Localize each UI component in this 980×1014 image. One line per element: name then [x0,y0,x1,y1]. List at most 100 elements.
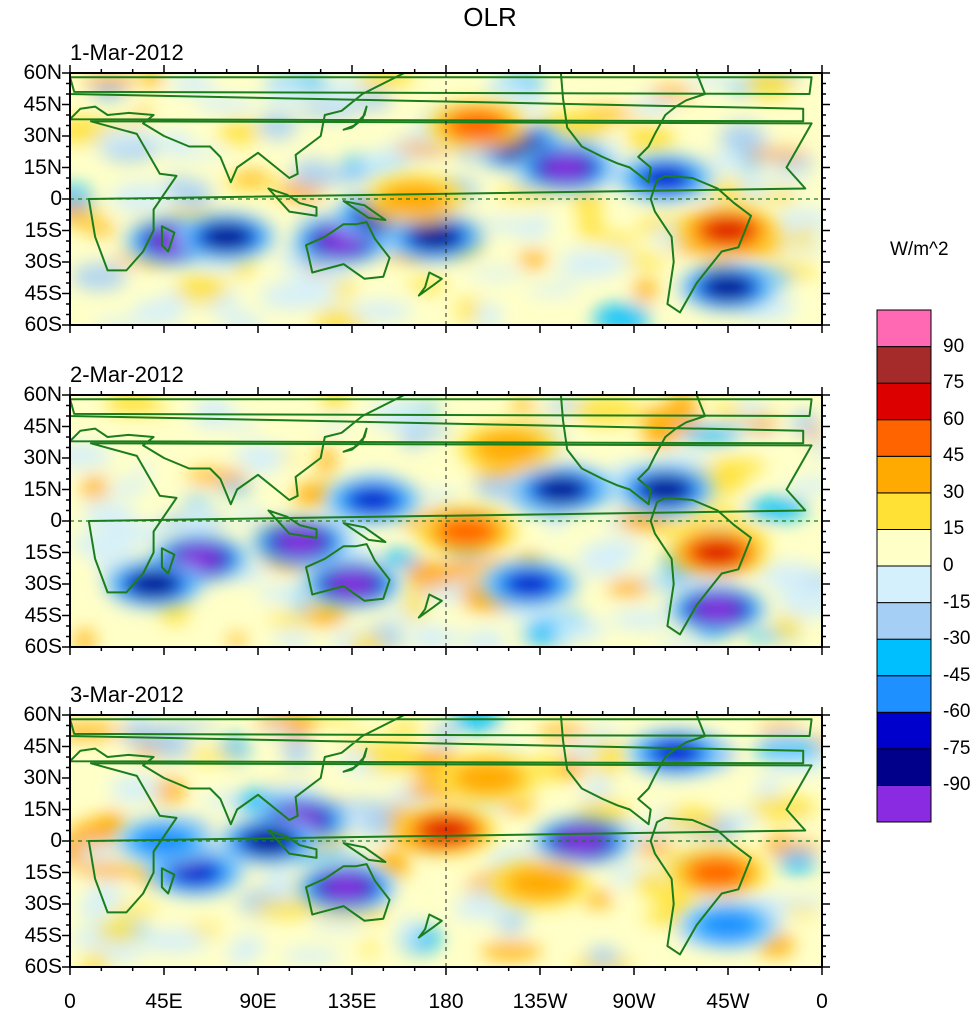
anomaly-blob [348,300,413,323]
anomaly-blob [639,405,702,434]
anomaly-blob [451,715,502,733]
coastline [305,543,391,602]
y-tick-label: 15S [24,860,62,884]
coastline [160,225,176,253]
anomaly-blob [737,396,759,421]
anomaly-blob [394,141,453,156]
anomaly-blob [481,942,542,961]
anomaly-blob [312,170,376,185]
coastline [649,496,752,636]
anomaly-blob [70,202,87,225]
anomaly-contour [329,572,375,596]
anomaly-contour [277,530,323,554]
coastline [342,427,368,453]
anomaly-blob [424,489,457,506]
anomaly-blob [519,250,548,269]
coastline [417,913,443,939]
y-tick-label: 15N [23,477,62,501]
anomaly-blob [144,73,162,89]
colorbar-label: -90 [943,774,971,796]
anomaly-blob [359,151,404,181]
coastline [821,76,822,81]
coastline [70,76,813,95]
anomaly-blob [83,500,134,531]
colorbar-box [876,419,932,457]
x-tick-label: 135W [512,990,568,1013]
anomaly-blob [725,458,766,475]
anomaly-blob [281,948,342,964]
colorbar-label: 45 [943,445,965,467]
anomaly-blob [318,445,335,476]
anomaly-contour [559,829,605,853]
anomaly-blob [170,73,216,96]
anomaly-contour [346,486,399,514]
anomaly-blob [779,588,822,619]
anomaly-blob [121,552,138,563]
anomaly-blob [77,862,141,878]
anomaly-contour [134,826,194,856]
anomaly-blob [469,267,524,280]
anomaly-blob [610,609,672,630]
anomaly-blob [190,501,209,533]
coastline [342,105,368,131]
colorbar [876,309,932,823]
anomaly-contour [691,539,744,566]
coastline [267,829,318,859]
anomaly-blob [493,798,536,812]
y-tick-label: 60N [23,383,62,406]
coastline [649,174,752,314]
panel-title-1: 1-Mar-2012 [70,40,184,65]
anomaly-blob [578,212,604,242]
anomaly-blob [333,278,356,299]
coastline [305,221,391,280]
anomaly-blob [769,832,790,858]
colorbar-box [876,528,932,567]
anomaly-blob [141,929,208,954]
anomaly-blob [234,171,269,185]
y-tick-label: 30N [23,124,62,147]
anomaly-blob [811,433,822,462]
y-tick-label: 60N [23,61,62,84]
coastline [160,547,176,575]
anomaly-blob [222,312,265,325]
coastline [559,73,706,184]
anomaly-blob [650,808,676,819]
anomaly-blob [194,397,234,420]
coastline [821,73,822,121]
colorbar-box [876,565,932,604]
anomaly-blob [732,810,759,829]
anomaly-blob [554,614,579,647]
anomaly-blob [375,850,410,878]
coastline [70,715,805,826]
y-tick-label: 30N [23,446,62,469]
anomaly-blob [75,629,95,647]
anomaly-blob [600,234,639,247]
anomaly-blob [496,186,559,201]
anomaly-blob [592,303,651,325]
x-tick-label: 90E [239,990,277,1013]
anomaly-blob [546,510,565,534]
anomaly-contour [177,547,222,571]
anomaly-blob [475,302,502,325]
anomaly-blob [349,633,385,647]
x-tick-label: 45W [706,990,750,1013]
anomaly-blob [552,266,614,279]
colorbar-label: -30 [943,628,971,650]
colorbar-label: 60 [943,408,965,430]
anomaly-blob [774,209,807,234]
anomaly-blob [94,540,114,570]
x-tick-label: 180 [428,990,464,1013]
anomaly-blob [228,633,245,647]
coastline [87,762,813,914]
anomaly-contour [698,910,758,940]
anomaly-blob [706,151,750,174]
anomaly-blob [623,254,667,267]
x-tick-label: 90W [612,990,656,1013]
y-tick-label: 15S [24,218,62,242]
figure-title: OLR [463,2,517,32]
anomaly-contour [702,217,754,244]
anomaly-blob [253,899,321,917]
anomaly-blob [104,521,171,545]
anomaly-contour [129,571,178,597]
anomaly-blob [360,942,378,955]
